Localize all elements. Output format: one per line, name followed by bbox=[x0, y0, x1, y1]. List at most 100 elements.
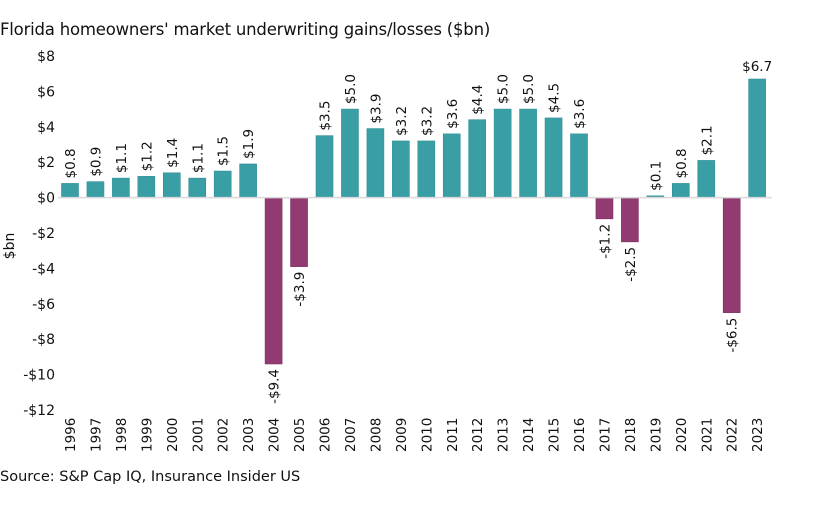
x-tick-label: 2022 bbox=[725, 418, 741, 452]
x-tick-label: 2001 bbox=[190, 418, 206, 452]
y-tick-label: -$10 bbox=[23, 368, 55, 384]
y-tick-label: -$8 bbox=[32, 332, 55, 348]
data-label-2003: $1.9 bbox=[241, 129, 257, 159]
y-tick-label: $4 bbox=[37, 120, 55, 136]
bar-2001 bbox=[188, 177, 207, 198]
data-label-1999: $1.2 bbox=[139, 141, 155, 171]
data-label-2017: -$1.2 bbox=[597, 224, 613, 259]
y-axis: $8 $6 $4 $2 $0 -$2 -$4 -$6 -$8 -$10 -$12 bbox=[23, 49, 55, 419]
x-tick-label: 2006 bbox=[318, 418, 334, 452]
bar-1999 bbox=[137, 176, 156, 198]
bar-2015 bbox=[544, 117, 563, 198]
data-label-2020: $0.8 bbox=[674, 148, 690, 178]
data-label-2006: $3.5 bbox=[318, 101, 334, 131]
x-tick-label: 1996 bbox=[63, 418, 79, 452]
y-tick-label: $2 bbox=[37, 155, 55, 171]
bar-2002 bbox=[213, 170, 232, 198]
bar-2022 bbox=[722, 197, 741, 313]
data-label-2019: $0.1 bbox=[648, 161, 664, 191]
data-label-2016: $3.6 bbox=[572, 99, 588, 129]
x-tick-label: 1997 bbox=[88, 418, 104, 452]
bar-2014 bbox=[519, 108, 537, 198]
bar-2009 bbox=[392, 140, 410, 198]
bar-2020 bbox=[671, 183, 690, 198]
data-label-2013: $5.0 bbox=[496, 74, 512, 104]
data-label-2018: -$2.5 bbox=[623, 247, 639, 282]
bar-2013 bbox=[493, 108, 512, 198]
bar-1997 bbox=[86, 181, 105, 198]
x-tick-label: 1999 bbox=[139, 418, 155, 452]
x-tick-label: 2023 bbox=[750, 418, 766, 452]
x-tick-label: 2004 bbox=[267, 418, 283, 452]
bar-1996 bbox=[61, 183, 79, 198]
bar-2011 bbox=[442, 133, 461, 198]
x-tick-label: 2000 bbox=[165, 418, 181, 452]
x-tick-label: 2007 bbox=[343, 418, 359, 452]
y-tick-label: -$4 bbox=[32, 261, 55, 277]
bar-2000 bbox=[163, 172, 181, 198]
bar-2018 bbox=[621, 197, 639, 243]
y-tick-label: $8 bbox=[37, 49, 55, 65]
y-tick-label: -$12 bbox=[23, 403, 55, 419]
data-label-1997: $0.9 bbox=[88, 147, 104, 177]
x-tick-label: 2016 bbox=[572, 418, 588, 452]
x-tick-label: 2008 bbox=[368, 418, 384, 452]
x-tick-label: 1998 bbox=[114, 418, 130, 452]
source-note: Source: S&P Cap IQ, Insurance Insider US bbox=[0, 469, 301, 485]
y-tick-label: -$6 bbox=[32, 297, 55, 313]
data-label-2022: -$6.5 bbox=[725, 318, 741, 353]
bar-2006 bbox=[315, 135, 334, 198]
x-tick-label: 2002 bbox=[216, 418, 232, 452]
x-tick-label: 2012 bbox=[470, 418, 486, 452]
x-tick-label: 2014 bbox=[521, 418, 537, 452]
x-tick-label: 2013 bbox=[496, 418, 512, 452]
data-label-2002: $1.5 bbox=[216, 136, 232, 166]
data-label-2008: $3.9 bbox=[368, 94, 384, 124]
data-label-2011: $3.6 bbox=[445, 99, 461, 129]
data-label-2000: $1.4 bbox=[165, 138, 181, 168]
data-label-2005: -$3.9 bbox=[292, 272, 308, 307]
bar-1998 bbox=[112, 177, 130, 198]
bar-2023 bbox=[748, 78, 766, 198]
x-tick-label: 2015 bbox=[547, 418, 563, 452]
data-labels-group: $0.8 $0.9 $1.1 $1.2 $1.4 $1.1 $1.5 $1.9 -$9.4 -$3… bbox=[63, 59, 772, 404]
x-axis: 1996 1997 1998 1999 2000 2001 2002 2003 2004 2005… bbox=[63, 418, 766, 452]
data-label-2010: $3.2 bbox=[419, 106, 435, 136]
bar-2007 bbox=[341, 108, 359, 198]
bar-2012 bbox=[468, 119, 487, 198]
x-tick-label: 2003 bbox=[241, 418, 257, 452]
bar-2008 bbox=[366, 128, 385, 198]
data-label-2007: $5.0 bbox=[343, 74, 359, 104]
data-label-2023: $6.7 bbox=[742, 59, 772, 75]
x-tick-label: 2021 bbox=[699, 418, 715, 452]
x-tick-label: 2010 bbox=[419, 418, 435, 452]
bar-2004 bbox=[264, 197, 283, 365]
bar-2003 bbox=[239, 163, 257, 198]
data-label-2012: $4.4 bbox=[470, 85, 486, 115]
y-tick-label: -$2 bbox=[32, 226, 55, 242]
bar-2021 bbox=[697, 160, 716, 198]
data-label-2015: $4.5 bbox=[547, 83, 563, 113]
bar-2016 bbox=[570, 133, 588, 198]
x-tick-label: 2011 bbox=[445, 418, 461, 452]
bars-group bbox=[61, 78, 766, 365]
bar-2005 bbox=[290, 197, 308, 267]
data-label-2004: -$9.4 bbox=[267, 369, 283, 404]
data-label-1998: $1.1 bbox=[114, 143, 130, 173]
x-tick-label: 2019 bbox=[648, 418, 664, 452]
x-tick-label: 2017 bbox=[597, 418, 613, 452]
y-tick-label: $6 bbox=[37, 84, 55, 100]
data-label-2014: $5.0 bbox=[521, 74, 537, 104]
y-axis-label: $bn bbox=[2, 233, 18, 260]
bar-2010 bbox=[417, 140, 436, 198]
bar-2017 bbox=[595, 197, 614, 220]
x-tick-label: 2009 bbox=[394, 418, 410, 452]
data-label-2009: $3.2 bbox=[394, 106, 410, 136]
x-tick-label: 2020 bbox=[674, 418, 690, 452]
y-tick-label: $0 bbox=[37, 191, 55, 207]
data-label-1996: $0.8 bbox=[63, 148, 79, 178]
x-tick-label: 2018 bbox=[623, 418, 639, 452]
chart-title: Florida homeowners' market underwriting … bbox=[0, 20, 491, 39]
data-label-2001: $1.1 bbox=[190, 143, 206, 173]
